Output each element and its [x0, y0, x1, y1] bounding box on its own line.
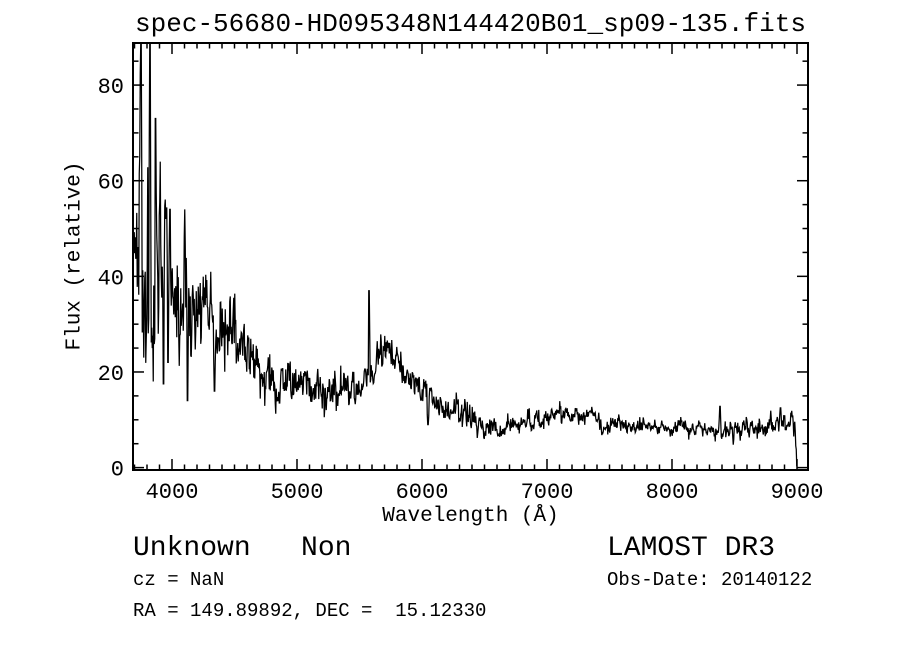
x-tick-label: 6000 — [396, 480, 449, 505]
y-tick-label: 40 — [98, 266, 124, 291]
y-tick-label: 60 — [98, 171, 124, 196]
x-tick-label: 4000 — [146, 480, 199, 505]
x-tick-label: 5000 — [271, 480, 324, 505]
y-tick-label: 20 — [98, 362, 124, 387]
spectrum-trace — [133, 43, 798, 467]
y-tick-label: 0 — [111, 458, 124, 483]
survey-release-label: LAMOST DR3 — [607, 533, 776, 564]
x-tick-label: 9000 — [771, 480, 824, 505]
x-axis-label: Wavelength (Å) — [382, 505, 559, 528]
obs-date-label: Obs-Date: 20140122 — [607, 569, 813, 591]
plot-title: spec-56680-HD095348N144420B01_sp09-135.f… — [135, 9, 806, 39]
y-axis-label: Flux (relative) — [63, 161, 87, 351]
redshift-velocity-label: cz = NaN — [133, 569, 225, 591]
classification-label: Unknown Non — [133, 533, 352, 564]
y-tick-label: 80 — [98, 75, 124, 100]
x-tick-label: 8000 — [646, 480, 699, 505]
ra-dec-label: RA = 149.89892, DEC = 15.12330 — [133, 600, 487, 622]
x-tick-label: 7000 — [521, 480, 574, 505]
